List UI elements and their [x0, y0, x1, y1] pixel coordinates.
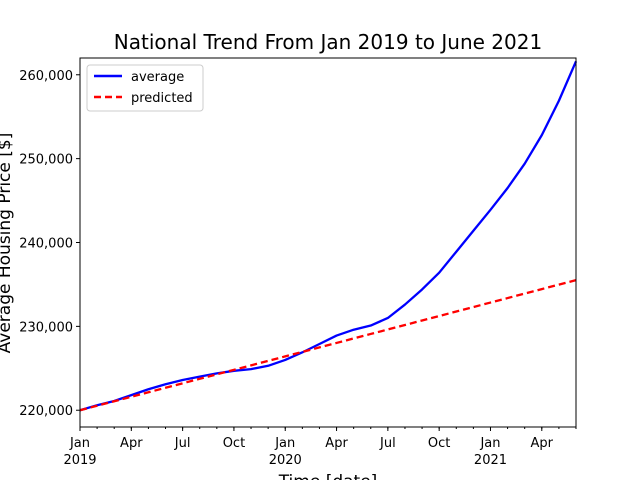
y-tick-label: 250,000 [19, 153, 73, 168]
x-tick-label: Oct [223, 436, 245, 451]
x-axis: Jan 2019 Apr Jul Oct Jan 2020 Apr Jul Oct Jan 2021 A… [63, 427, 577, 468]
chart-title: National Trend From Jan 2019 to June 202… [114, 30, 542, 54]
y-tick-label: 260,000 [19, 69, 73, 84]
x-tick-year-label: 2020 [269, 453, 302, 468]
y-tick-label: 230,000 [19, 320, 73, 335]
series-line-predicted [79, 278, 577, 412]
legend: average predicted [86, 64, 204, 112]
x-axis-label: Time [date] [278, 472, 378, 480]
legend-predicted-label: predicted [131, 91, 193, 106]
series-line-average [79, 60, 578, 412]
x-tick-label: Jan [274, 436, 295, 451]
y-tick-label: 240,000 [19, 237, 73, 252]
plot-area [79, 60, 578, 412]
x-tick-year-label: 2021 [474, 453, 507, 468]
y-axis-label: Average Housing Price [$] [0, 133, 15, 354]
legend-average-label: average [131, 70, 184, 85]
plot-frame [79, 57, 577, 428]
x-tick-label: Apr [531, 436, 554, 451]
x-tick-label: Apr [325, 436, 348, 451]
x-tick-label: Jan [69, 436, 90, 451]
x-tick-label: Jul [174, 436, 191, 451]
x-tick-label: Jul [379, 436, 396, 451]
x-tick-label: Oct [428, 436, 450, 451]
y-axis: 220,000 230,000 240,000 250,000 260,000 [19, 69, 80, 419]
x-tick-label: Apr [120, 436, 143, 451]
y-tick-label: 220,000 [19, 404, 73, 419]
x-tick-label: Jan [479, 436, 500, 451]
x-tick-year-label: 2019 [63, 453, 96, 468]
